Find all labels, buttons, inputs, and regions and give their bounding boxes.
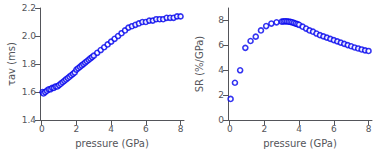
svg-text:4: 4 [296,124,302,134]
svg-text:1.8: 1.8 [22,59,37,69]
svg-text:4: 4 [108,124,114,134]
svg-text:6: 6 [218,40,224,50]
svg-text:0: 0 [218,115,224,125]
svg-text:2.2: 2.2 [22,3,36,13]
svg-text:8: 8 [178,124,184,134]
svg-text:pressure (GPa): pressure (GPa) [75,138,149,149]
svg-text:6: 6 [331,124,337,134]
svg-text:pressure (GPa): pressure (GPa) [263,138,337,149]
svg-text:4: 4 [218,65,224,75]
svg-text:8: 8 [218,15,224,25]
svg-text:0: 0 [39,124,45,134]
svg-text:2: 2 [218,90,224,100]
svg-text:1.6: 1.6 [22,87,37,97]
svg-text:τav (ms): τav (ms) [6,42,17,86]
svg-text:8: 8 [366,124,372,134]
svg-text:2: 2 [262,124,268,134]
svg-text:2: 2 [74,124,80,134]
svg-text:1.4: 1.4 [22,115,37,125]
svg-text:6: 6 [143,124,149,134]
svg-text:SR (%/GPa): SR (%/GPa) [194,36,205,93]
svg-text:0: 0 [227,124,233,134]
svg-text:2.0: 2.0 [22,31,37,41]
